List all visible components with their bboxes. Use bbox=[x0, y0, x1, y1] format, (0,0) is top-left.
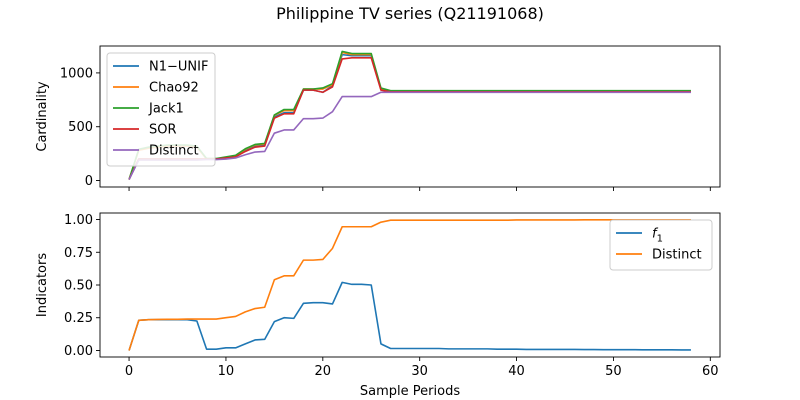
legend-label: Distinct bbox=[652, 248, 702, 263]
indicators-panel: 0 10 20 30 40 50 60 0.00 0.25 0.50 0.75 1.00 Indicat… bbox=[35, 212, 721, 399]
x-axis-label: Sample Periods bbox=[360, 384, 460, 399]
series-line-0-2 bbox=[128, 50, 691, 180]
series-line-1-1 bbox=[128, 219, 691, 351]
legend-label: f1 bbox=[652, 227, 663, 245]
legend-label: SOR bbox=[149, 123, 177, 138]
x-tick-label: 30 bbox=[411, 364, 428, 379]
x-tick-label: 50 bbox=[605, 364, 622, 379]
legend-label: N1−UNIF bbox=[149, 60, 208, 75]
y-tick-label: 0.75 bbox=[64, 246, 93, 261]
y-tick-label: 0.25 bbox=[64, 311, 93, 326]
x-tick-label: 0 bbox=[125, 364, 133, 379]
cardinality-panel: 0 500 1000 Cardinality N1−UNIF Chao92 Jack1 SOR… bbox=[35, 45, 721, 191]
y-axis-label: Cardinality bbox=[35, 81, 50, 152]
y-tick-label: 0.50 bbox=[64, 279, 93, 294]
legend: N1−UNIF Chao92 Jack1 SOR Distinct bbox=[106, 52, 216, 167]
x-tick-label: 10 bbox=[218, 364, 235, 379]
x-tick-label: 60 bbox=[702, 364, 719, 379]
legend-box bbox=[609, 219, 713, 271]
axes-frame bbox=[99, 45, 721, 188]
legend-label: Distinct bbox=[149, 144, 199, 159]
legend-label: Jack1 bbox=[148, 102, 184, 117]
x-tick-label: 40 bbox=[508, 364, 525, 379]
y-tick-label: 1000 bbox=[60, 66, 93, 81]
series-line-1-0 bbox=[128, 281, 691, 351]
y-tick-label: 0 bbox=[85, 174, 93, 189]
y-tick-label: 1.00 bbox=[64, 213, 93, 228]
figure-title: Philippine TV series (Q21191068) bbox=[276, 4, 544, 23]
y-tick-label: 0.00 bbox=[64, 344, 93, 359]
x-tick-label: 20 bbox=[315, 364, 332, 379]
legend-box bbox=[106, 52, 216, 167]
legend-label: Chao92 bbox=[149, 81, 199, 96]
series-line-0-4 bbox=[128, 91, 691, 180]
y-tick-label: 500 bbox=[68, 120, 93, 135]
y-axis-label: Indicators bbox=[35, 253, 50, 317]
legend: f1 Distinct bbox=[609, 219, 713, 271]
